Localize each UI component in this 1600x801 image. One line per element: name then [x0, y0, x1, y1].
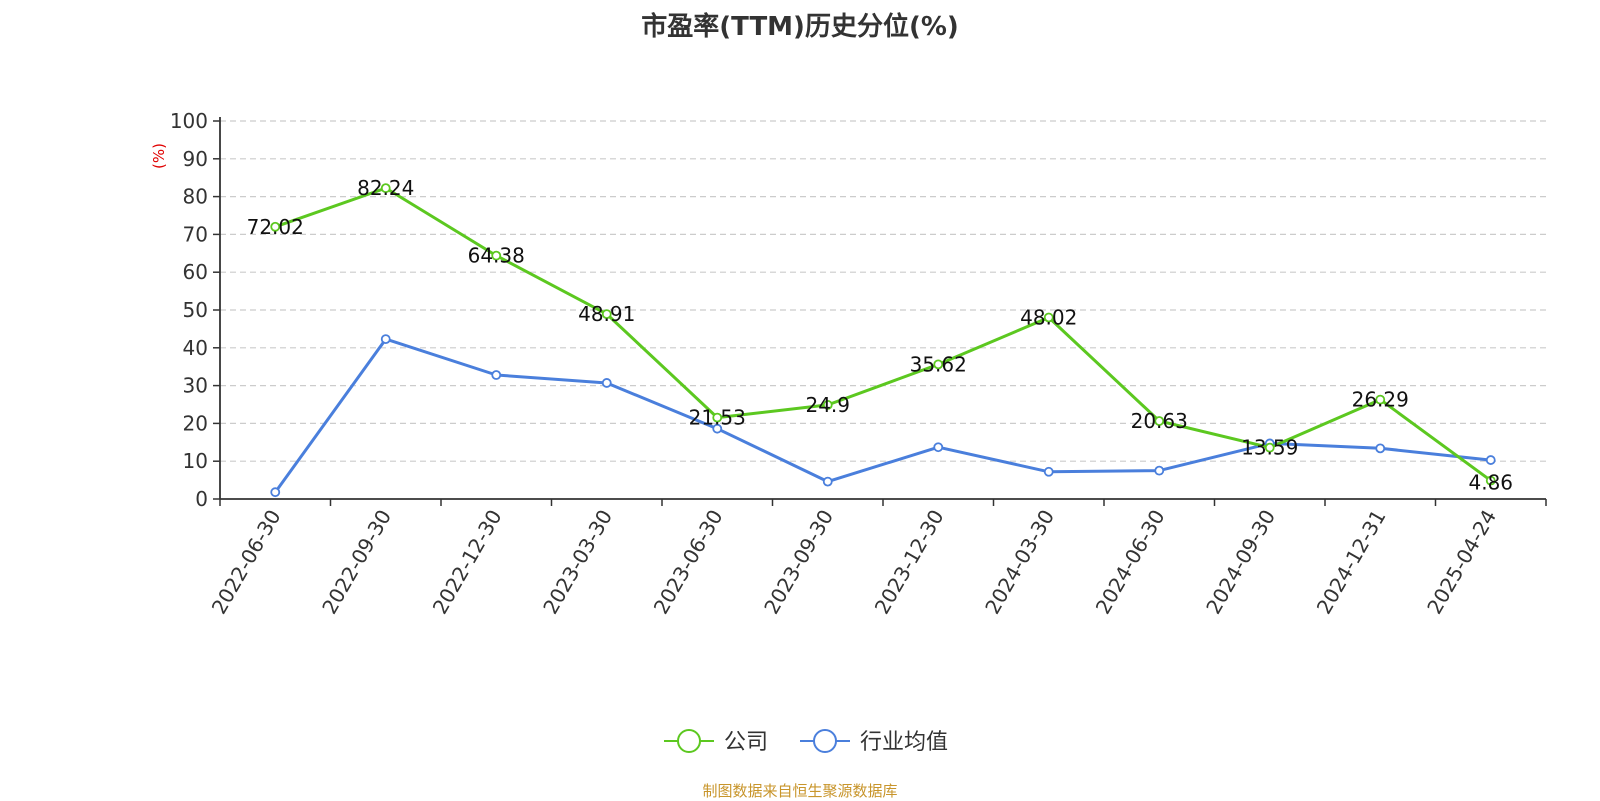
x-tick-label: 2022-09-30 — [317, 506, 396, 619]
data-point — [601, 309, 612, 320]
data-point — [1375, 443, 1386, 454]
series-line-0 — [274, 186, 1492, 482]
data-label: 13.59 — [1241, 436, 1298, 460]
x-tick-label: 2022-06-30 — [207, 506, 286, 619]
y-axis-unit-label: (%) — [150, 143, 168, 169]
data-point — [712, 423, 723, 434]
data-label: 24.9 — [805, 393, 850, 417]
x-tick-label: 2022-12-30 — [428, 506, 507, 619]
legend-marker — [677, 729, 701, 753]
data-point — [712, 412, 723, 423]
x-tick-label: 2023-06-30 — [649, 506, 728, 619]
data-label: 21.53 — [689, 406, 746, 430]
x-tick-label: 2024-06-30 — [1091, 506, 1170, 619]
data-point — [491, 370, 502, 380]
x-tick-label: 2024-12-31 — [1312, 506, 1391, 619]
legend: 公司 行业均值 — [664, 729, 948, 755]
data-point — [1264, 442, 1275, 453]
series-line-1 — [274, 337, 1491, 494]
data-point — [933, 442, 944, 453]
data-point — [1485, 475, 1496, 486]
data-point — [1154, 465, 1165, 476]
data-point — [1154, 416, 1165, 426]
data-point — [1043, 466, 1054, 477]
data-label: 48.91 — [578, 302, 635, 326]
y-tick-label: 90 — [183, 147, 208, 171]
y-tick-label: 80 — [183, 185, 208, 209]
chart-title: 市盈率(TTM)历史分位(%) — [641, 12, 959, 42]
y-tick-label: 50 — [183, 298, 208, 322]
data-label: 4.86 — [1468, 471, 1513, 495]
y-tick-label: 20 — [183, 411, 208, 435]
data-point — [822, 399, 833, 410]
data-label: 35.62 — [910, 352, 967, 376]
data-point — [1375, 394, 1386, 405]
x-tick-label: 2023-03-30 — [538, 506, 617, 619]
data-point — [270, 487, 281, 498]
data-label: 26.29 — [1352, 388, 1409, 412]
data-point — [1485, 455, 1496, 465]
legend-label: 公司 — [724, 730, 768, 755]
data-point — [380, 334, 391, 345]
data-label: 72.02 — [247, 215, 304, 239]
data-point — [822, 476, 833, 487]
y-tick-label: 0 — [195, 487, 208, 511]
data-label: 64.38 — [468, 244, 525, 268]
legend-marker — [813, 729, 837, 753]
x-tick-label: 2024-09-30 — [1201, 506, 1280, 619]
data-label: 20.63 — [1131, 409, 1188, 433]
y-tick-label: 30 — [183, 374, 208, 398]
data-point — [380, 183, 391, 194]
data-label: 82.24 — [357, 176, 414, 200]
x-tick-label: 2025-04-24 — [1422, 506, 1501, 619]
data-point — [933, 359, 944, 370]
data-point — [270, 221, 281, 232]
x-tick-label: 2023-09-30 — [759, 506, 838, 619]
legend-label: 行业均值 — [860, 730, 948, 755]
y-tick-label: 70 — [183, 222, 208, 246]
data-point — [601, 378, 612, 388]
y-tick-label: 40 — [183, 336, 208, 360]
legend-item: 公司 — [664, 729, 768, 755]
data-label: 48.02 — [1020, 305, 1077, 329]
data-point — [1043, 312, 1054, 323]
y-tick-label: 60 — [183, 260, 208, 284]
x-tick-label: 2024-03-30 — [980, 506, 1059, 619]
data-point — [491, 250, 502, 261]
y-tick-label: 10 — [183, 449, 208, 473]
legend-item: 行业均值 — [800, 729, 948, 755]
x-tick-label: 2023-12-30 — [870, 506, 949, 619]
source-note: 制图数据来自恒生聚源数据库 — [702, 782, 898, 800]
y-tick-label: 100 — [170, 109, 208, 133]
